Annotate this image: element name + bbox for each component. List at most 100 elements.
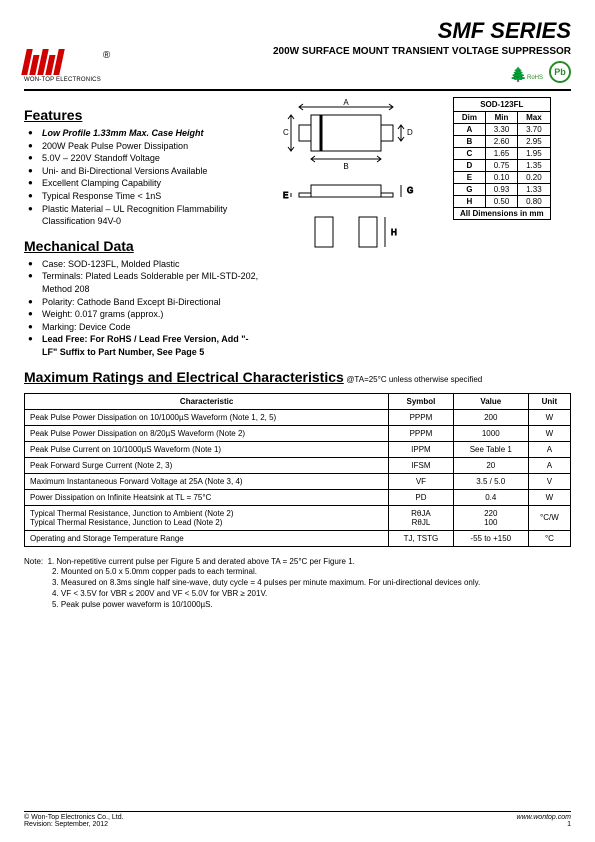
char-cell: W <box>528 489 570 505</box>
page-number: 1 <box>517 821 571 828</box>
char-cell: °C <box>528 530 570 546</box>
page-footer: © Won-Top Electronics Co., Ltd. Revision… <box>24 811 571 828</box>
char-cell: See Table 1 <box>453 441 528 457</box>
feature-item: Typical Response Time < 1nS <box>28 190 259 203</box>
mechanical-item: Marking: Device Code <box>28 321 259 334</box>
dim-cell: B <box>454 136 486 148</box>
char-header: Unit <box>528 393 570 409</box>
char-cell: VF <box>389 473 453 489</box>
mechanical-item: Polarity: Cathode Band Except Bi-Directi… <box>28 296 259 309</box>
dim-cell: 0.10 <box>485 172 517 184</box>
char-header: Characteristic <box>25 393 389 409</box>
feature-item: 5.0V – 220V Standoff Voltage <box>28 152 259 165</box>
mechanical-list: Case: SOD-123FL, Molded PlasticTerminals… <box>24 258 259 359</box>
company-name: WON-TOP ELECTRONICS <box>24 77 101 83</box>
dim-footer: All Dimensions in mm <box>454 208 551 220</box>
dim-cell: 0.80 <box>518 196 550 208</box>
char-cell: IFSM <box>389 457 453 473</box>
dim-cell: 2.60 <box>485 136 517 148</box>
svg-text:D: D <box>407 128 413 137</box>
char-cell: Operating and Storage Temperature Range <box>25 530 389 546</box>
char-cell: PD <box>389 489 453 505</box>
char-header: Symbol <box>389 393 453 409</box>
dim-cell: 3.30 <box>485 124 517 136</box>
dim-cell: 1.33 <box>518 184 550 196</box>
divider <box>24 89 571 91</box>
revision: Revision: September, 2012 <box>24 821 124 828</box>
char-cell: 200 <box>453 409 528 425</box>
mechanical-item: Case: SOD-123FL, Molded Plastic <box>28 258 259 271</box>
dim-cell: 1.95 <box>518 148 550 160</box>
char-cell: Power Dissipation on Infinite Heatsink a… <box>25 489 389 505</box>
char-cell: RθJARθJL <box>389 505 453 530</box>
dim-cell: H <box>454 196 486 208</box>
dim-cell: G <box>454 184 486 196</box>
char-cell: Typical Thermal Resistance, Junction to … <box>25 505 389 530</box>
char-cell: A <box>528 441 570 457</box>
mechanical-item: Weight: 0.017 grams (approx.) <box>28 308 259 321</box>
char-cell: Peak Pulse Power Dissipation on 8/20µS W… <box>25 425 389 441</box>
char-cell: A <box>528 457 570 473</box>
dim-cell: E <box>454 172 486 184</box>
char-cell: V <box>528 473 570 489</box>
package-diagram-area: A B C D E G H SOD-123FL DimMinMax <box>271 97 571 359</box>
features-list: Low Profile 1.33mm Max. Case Height200W … <box>24 127 259 228</box>
dim-cell: 0.20 <box>518 172 550 184</box>
maxratings-heading: Maximum Ratings and Electrical Character… <box>24 369 344 385</box>
char-cell: W <box>528 409 570 425</box>
copyright: © Won-Top Electronics Co., Ltd. <box>24 814 124 821</box>
char-cell: 3.5 / 5.0 <box>453 473 528 489</box>
features-heading: Features <box>24 107 259 123</box>
dim-cell: 1.35 <box>518 160 550 172</box>
dim-cell: A <box>454 124 486 136</box>
notes-block: Note: 1. Non-repetitive current pulse pe… <box>24 557 571 611</box>
mechanical-item: Terminals: Plated Leads Solderable per M… <box>28 270 259 295</box>
feature-item: Uni- and Bi-Directional Versions Availab… <box>28 165 259 178</box>
characteristics-table: CharacteristicSymbolValueUnit Peak Pulse… <box>24 393 571 547</box>
dim-cell: C <box>454 148 486 160</box>
subtitle: 200W SURFACE MOUNT TRANSIENT VOLTAGE SUP… <box>273 46 571 57</box>
dim-cell: D <box>454 160 486 172</box>
dim-cell: 1.65 <box>485 148 517 160</box>
char-cell: -55 to +150 <box>453 530 528 546</box>
feature-item: 200W Peak Pulse Power Dissipation <box>28 140 259 153</box>
char-cell: PPPM <box>389 409 453 425</box>
dim-cell: 0.93 <box>485 184 517 196</box>
char-cell: W <box>528 425 570 441</box>
feature-item: Plastic Material – UL Recognition Flamma… <box>28 203 259 228</box>
maxratings-condition: @TA=25°C unless otherwise specified <box>346 375 482 384</box>
char-cell: 0.4 <box>453 489 528 505</box>
svg-text:E: E <box>283 191 288 200</box>
svg-text:G: G <box>407 186 413 195</box>
svg-text:H: H <box>391 228 397 237</box>
char-cell: Peak Forward Surge Current (Note 2, 3) <box>25 457 389 473</box>
dim-caption: SOD-123FL <box>453 97 551 111</box>
svg-text:B: B <box>343 162 348 171</box>
footer-url: www.wontop.com <box>517 814 571 821</box>
char-cell: PPPM <box>389 425 453 441</box>
char-cell: TJ, TSTG <box>389 530 453 546</box>
company-logo: WON-TOP ELECTRONICS ® <box>24 49 110 83</box>
char-cell: Peak Pulse Current on 10/1000µS Waveform… <box>25 441 389 457</box>
header: WON-TOP ELECTRONICS ® SMF SERIES 200W SU… <box>24 18 571 83</box>
dimensions-table: SOD-123FL DimMinMax A3.303.70B2.602.95C1… <box>453 97 551 220</box>
feature-item: Excellent Clamping Capability <box>28 177 259 190</box>
dim-header: Dim <box>454 112 486 124</box>
pb-free-icon: Pb <box>549 61 571 83</box>
series-title: SMF SERIES <box>273 18 571 44</box>
dim-cell: 0.50 <box>485 196 517 208</box>
dim-header: Max <box>518 112 550 124</box>
dim-cell: 0.75 <box>485 160 517 172</box>
feature-item: Low Profile 1.33mm Max. Case Height <box>28 127 259 140</box>
char-cell: Maximum Instantaneous Forward Voltage at… <box>25 473 389 489</box>
dim-cell: 2.95 <box>518 136 550 148</box>
mechanical-heading: Mechanical Data <box>24 238 259 254</box>
char-cell: Peak Pulse Power Dissipation on 10/1000µ… <box>25 409 389 425</box>
char-header: Value <box>453 393 528 409</box>
rohs-icon: 🌲RoHS <box>510 66 543 83</box>
mechanical-item: Lead Free: For RoHS / Lead Free Version,… <box>28 333 259 358</box>
dim-cell: 3.70 <box>518 124 550 136</box>
dim-header: Min <box>485 112 517 124</box>
package-drawing: A B C D E G H <box>271 97 441 267</box>
char-cell: 20 <box>453 457 528 473</box>
